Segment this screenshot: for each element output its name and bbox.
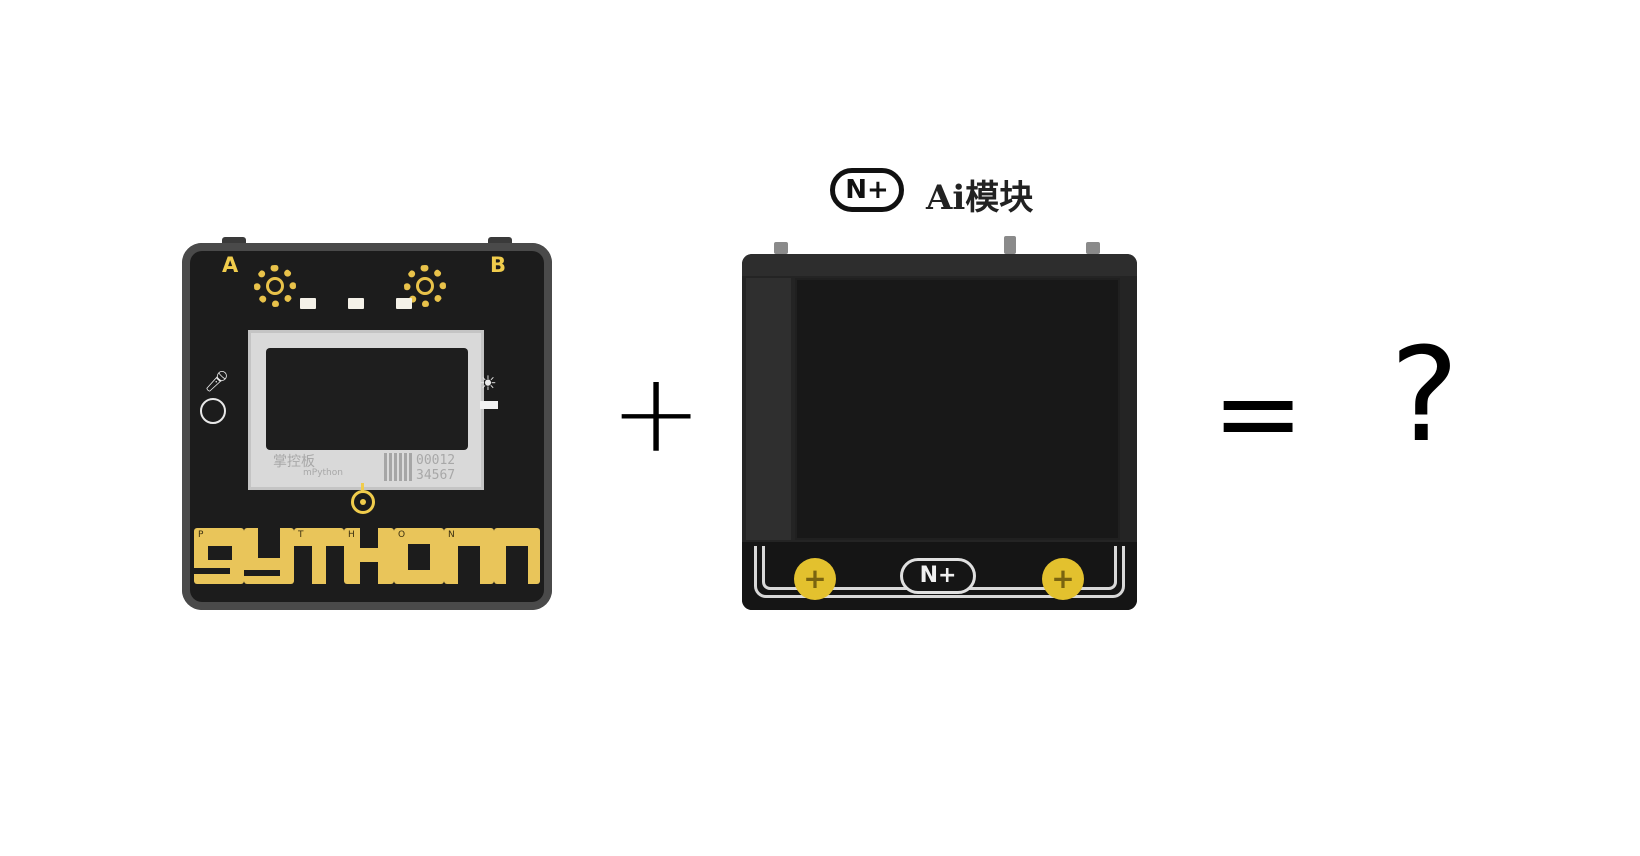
oled-display-glass [266,348,468,450]
rgb-led-icon [348,298,364,309]
module-bottom-logo: N+ [900,558,976,594]
gold-finger-o: O [394,528,444,584]
rgb-led-icon [300,298,316,309]
serial-number: 00012 34567 [416,453,455,483]
power-icon-stem [361,483,364,493]
pcb-trace-outer [754,546,1125,598]
light-sensor-window-icon [480,401,498,409]
module-header: N+ Ai模块 [830,168,1070,218]
module-bezel [746,278,791,540]
serial-line-2: 34567 [416,468,456,483]
gold-finger-n: N [444,528,494,584]
rgb-led-icon [396,298,412,309]
touch-pad-a-icon [254,265,296,307]
python-gold-fingers: P T H O N [194,528,540,584]
button-b-label: B [490,253,507,277]
mpython-board: A B 掌控板 mPython 00012 34567 🎤︎ ☀ P [182,237,552,610]
gold-finger-h: H [344,528,394,584]
nplus-logo-icon: N+ [830,168,904,212]
plus-sign: + [610,349,703,477]
microphone-hole-icon [200,398,226,424]
screen-brand-label: 掌控板 [273,454,315,470]
qr-code-icon [384,453,412,481]
screw-left-icon: + [794,558,836,600]
module-pin [774,242,788,254]
gold-finger-y [244,528,294,584]
equals-sign: = [1212,349,1305,477]
module-switch [1004,236,1016,254]
board-connector-tab [222,237,246,247]
screen-brand-sub-label: mPython [303,468,343,478]
microphone-icon: 🎤︎ [204,369,230,393]
question-mark: ? [1390,319,1459,471]
light-sensor-icon: ☀ [479,371,497,395]
oled-screen: 掌控板 mPython 00012 34567 [248,330,484,490]
power-icon [351,490,375,514]
gold-finger-p: P [194,528,244,584]
module-lcd-display [795,278,1120,540]
gold-finger-end [494,528,540,584]
board-body: A B 掌控板 mPython 00012 34567 🎤︎ ☀ P [182,243,552,610]
screw-right-icon: + [1042,558,1084,600]
touch-pad-b-icon [404,265,446,307]
gold-finger-t: T [294,528,344,584]
module-title: Ai模块 [926,178,1034,218]
module-pin [1086,242,1100,254]
module-top-edge [742,254,1137,276]
serial-line-1: 00012 [416,453,456,468]
ai-module-device: + + N+ [742,236,1137,610]
button-a-label: A [222,253,239,277]
board-connector-tab [488,237,512,247]
